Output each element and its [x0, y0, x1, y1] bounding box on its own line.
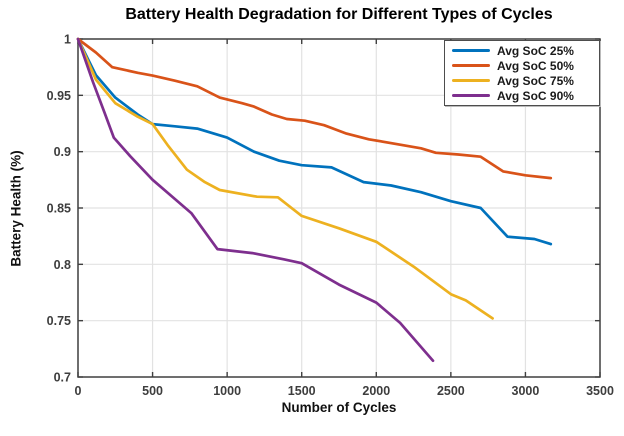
y-tick-label: 0.9 [54, 145, 71, 159]
y-tick-label: 0.75 [47, 314, 71, 328]
series-line-3 [76, 37, 435, 363]
x-tick-label: 3500 [586, 384, 614, 398]
y-tick-label: 1 [64, 33, 71, 47]
legend-line-swatch [452, 93, 490, 98]
legend-item-label: Avg SoC 25% [497, 43, 574, 58]
legend-item-label: Avg SoC 50% [497, 58, 574, 73]
y-axis-label: Battery Health (%) [8, 150, 24, 267]
x-tick-label: 2000 [362, 384, 390, 398]
legend: Avg SoC 25% Avg SoC 50% Avg SoC 75% Avg … [444, 40, 600, 106]
y-tick-label: 0.7 [54, 371, 71, 385]
y-tick-label: 0.95 [47, 89, 71, 103]
x-tick-label: 2500 [437, 384, 465, 398]
x-tick-label: 500 [142, 384, 163, 398]
legend-line-swatch [452, 63, 490, 68]
series-line-0 [76, 37, 553, 246]
legend-line-swatch [452, 78, 490, 83]
series-line-2 [76, 37, 494, 320]
legend-item: Avg SoC 25% [445, 44, 599, 58]
x-axis-label: Number of Cycles [281, 400, 397, 415]
legend-item: Avg SoC 50% [445, 59, 599, 73]
x-tick-label: 1000 [213, 384, 241, 398]
x-tick-label: 0 [75, 384, 82, 398]
chart-title: Battery Health Degradation for Different… [125, 6, 553, 23]
x-tick-label: 3000 [512, 384, 540, 398]
legend-item-label: Avg SoC 90% [497, 88, 574, 103]
legend-item: Avg SoC 75% [445, 74, 599, 88]
legend-item-label: Avg SoC 75% [497, 73, 574, 88]
x-tick-label: 1500 [288, 384, 316, 398]
legend-line-swatch [452, 48, 490, 53]
y-tick-label: 0.85 [47, 202, 71, 216]
y-tick-label: 0.8 [54, 258, 71, 272]
series-line-1 [76, 37, 553, 180]
legend-item: Avg SoC 90% [445, 89, 599, 103]
